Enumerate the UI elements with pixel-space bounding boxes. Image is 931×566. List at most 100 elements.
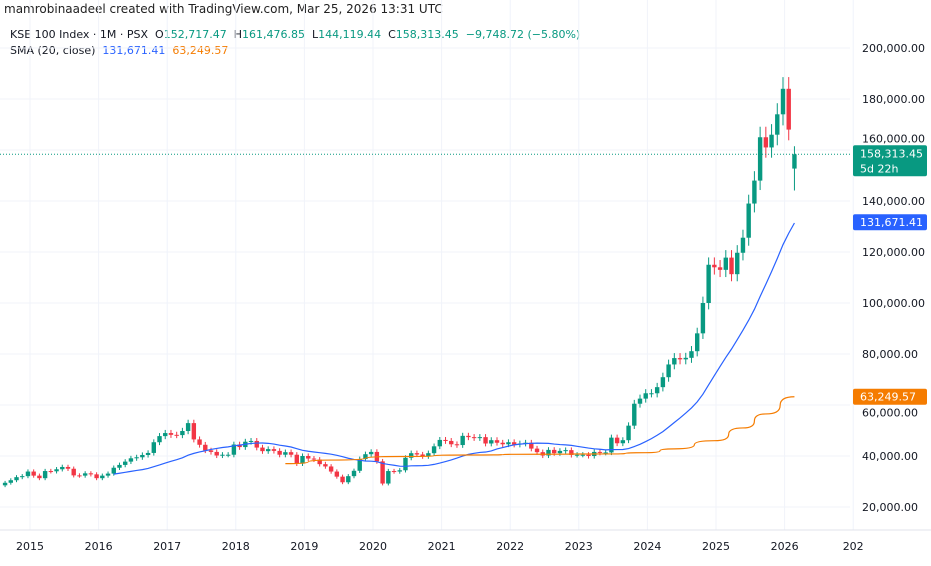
candle-body [20,476,25,478]
candle-body [42,471,48,479]
candle-body [111,467,116,474]
candle-body [163,433,168,437]
candle-body [328,466,334,472]
candle-body [466,435,471,438]
candle-body [534,448,540,453]
sma-value-1: 131,671.41 [102,44,166,57]
x-tick-label: 2020 [359,540,387,553]
last-price-label-text: 5d 22h [860,162,898,175]
candle-body [288,452,294,455]
candle-body [557,450,563,454]
price-axis[interactable]: 20,000.00 40,000.00 60,000.00 80,000.00 100,… [862,42,925,514]
time-axis[interactable]: 2015 2016 2017 2018 2019 2020 2021 2022 2023 2024… [16,540,864,553]
candle-body [654,387,660,394]
x-tick-label: 2017 [153,540,181,553]
x-tick-label: 2019 [290,540,318,553]
candle-body [391,471,397,473]
candle-body [214,451,219,456]
candle-body [311,458,317,460]
candle-body [386,471,391,484]
x-tick-label: 2018 [222,540,250,553]
close-value: 158,313.45 [395,28,459,41]
candle-body [643,393,648,399]
candle-body [649,393,654,395]
x-tick-label: 2025 [702,540,730,553]
candle-body [306,456,311,459]
candle-body [151,442,156,453]
candle-body [351,470,357,477]
candle-body [511,442,517,445]
candle-body [786,88,791,130]
candle-body [105,473,111,476]
candle-body [60,466,65,470]
open-label: O [155,28,164,41]
candle-body [203,444,208,451]
candle-body [626,425,631,441]
candle-body [574,454,580,456]
price-labels: 158,313.45 5d 22h 131,671.41 63,249.57 [0,145,927,405]
candle-body [717,267,723,270]
open-value: 152,717.47 [163,28,227,41]
candle-body [48,471,54,473]
candle-body [637,398,643,404]
candle-body [746,203,751,238]
candle-body [174,434,179,436]
candle-body [729,257,734,275]
candle-body [569,450,574,455]
candle-body [614,437,620,444]
candle-body [477,437,483,439]
candle-body [660,377,666,388]
candle-body [426,453,431,457]
sma-line-1 [113,222,795,475]
high-value: 161,476.85 [241,28,305,41]
candle-body [260,447,265,452]
candle-body [586,454,591,456]
candle-body [334,471,340,477]
candle-body [775,114,780,135]
candle-body [695,333,700,352]
candle-body [266,449,271,452]
candle-body [769,134,774,148]
candle-body [357,459,362,471]
candle-body [632,403,637,426]
candle-body [197,439,202,445]
candle-body [271,449,277,451]
candle-body [420,454,425,457]
candle-body [317,459,322,465]
low-label: L [311,28,319,41]
sma-2-price-label-text: 63,249.57 [860,391,916,404]
candle-body [677,358,683,360]
chart-credit: mamrobinaadeel created with TradingView.… [4,2,443,16]
candle-body [449,440,454,445]
candle-body [666,364,671,378]
candle-body [740,237,746,253]
candle-body [346,476,351,483]
last-price-label-text: 158,313.45 [860,147,923,160]
y-tick-label: 60,000.00 [862,407,918,420]
candle-body [14,477,19,481]
y-tick-label: 120,000.00 [862,246,925,259]
candle-body [437,439,442,447]
candle-body [323,464,328,467]
candle-body [471,437,477,439]
candle-body [500,442,505,445]
candle-body [529,442,534,449]
candle-body [31,471,36,476]
candle-body [208,450,214,452]
candle-body [563,450,568,452]
sma-lines [113,222,795,475]
sma-1-price-label-text: 131,671.41 [860,216,923,229]
candle-body [191,423,197,440]
candle-body [580,454,585,456]
candle-body [248,440,254,442]
symbol-label[interactable]: KSE 100 Index · 1M · PSX [10,28,149,41]
candle-body [82,473,88,476]
candle-body [77,475,82,477]
low-value: 144,119.44 [318,28,382,41]
candle-body [483,437,488,444]
y-tick-label: 20,000.00 [862,501,918,514]
candle-body [712,264,717,268]
sma-label[interactable]: SMA (20, close) [10,44,96,57]
candle-body [100,475,105,479]
